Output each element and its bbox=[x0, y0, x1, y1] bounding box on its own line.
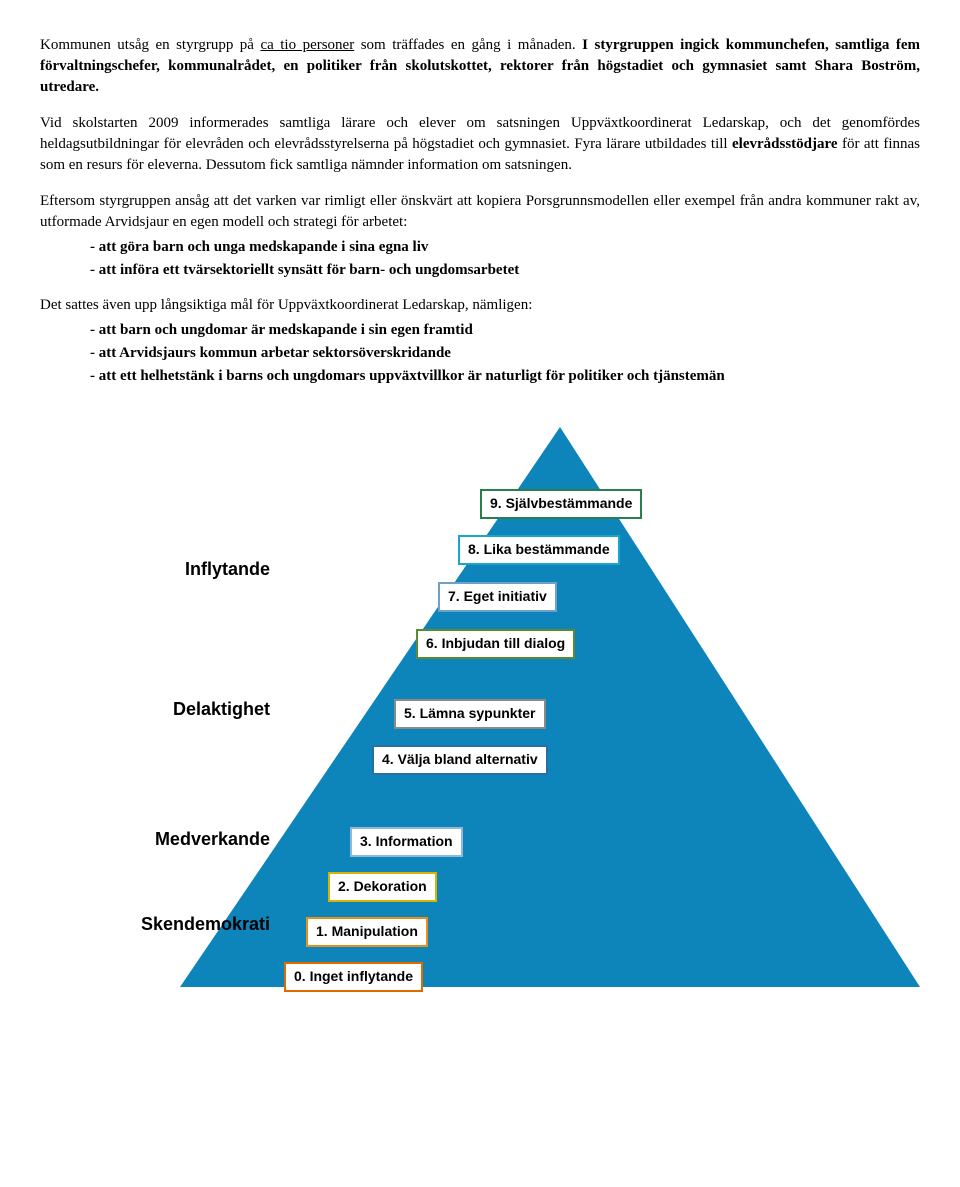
step-box-7: 2. Dekoration bbox=[328, 872, 437, 902]
p1b: ca tio personer bbox=[260, 37, 354, 53]
p4: Det sattes även upp långsiktiga mål för … bbox=[40, 297, 532, 313]
step-box-5: 4. Välja bland alternativ bbox=[372, 745, 548, 775]
category-label-0: Inflytande bbox=[40, 557, 270, 582]
step-box-6: 3. Information bbox=[350, 827, 463, 857]
step-box-0: 9. Självbestämmande bbox=[480, 489, 642, 519]
step-box-2: 7. Eget initiativ bbox=[438, 582, 557, 612]
paragraph-4: Det sattes även upp långsiktiga mål för … bbox=[40, 295, 920, 316]
step-box-1: 8. Lika bestämmande bbox=[458, 535, 620, 565]
paragraph-2: Vid skolstarten 2009 informerades samtli… bbox=[40, 113, 920, 176]
p4-l2: - att Arvidsjaurs kommun arbetar sektors… bbox=[90, 343, 920, 364]
p3-list: - att göra barn och unga medskapande i s… bbox=[40, 237, 920, 281]
p2b: elevrådsstödjare bbox=[732, 136, 838, 152]
paragraph-1: Kommunen utsåg en styrgrupp på ca tio pe… bbox=[40, 35, 920, 98]
p4-l3: - att ett helhetstänk i barns och ungdom… bbox=[90, 366, 920, 387]
category-label-3: Skendemokrati bbox=[40, 912, 270, 937]
p4-l1: - att barn och ungdomar är medskapande i… bbox=[90, 320, 920, 341]
p3-l1: - att göra barn och unga medskapande i s… bbox=[90, 237, 920, 258]
step-box-3: 6. Inbjudan till dialog bbox=[416, 629, 575, 659]
p3-l2: - att införa ett tvärsektoriellt synsätt… bbox=[90, 260, 920, 281]
p1c: som träffades en gång i månaden. bbox=[354, 37, 582, 53]
p3: Eftersom styrgruppen ansåg att det varke… bbox=[40, 193, 920, 230]
paragraph-3: Eftersom styrgruppen ansåg att det varke… bbox=[40, 191, 920, 233]
p4-list: - att barn och ungdomar är medskapande i… bbox=[40, 320, 920, 387]
p1a: Kommunen utsåg en styrgrupp på bbox=[40, 37, 260, 53]
step-box-4: 5. Lämna sypunkter bbox=[394, 699, 546, 729]
step-box-8: 1. Manipulation bbox=[306, 917, 428, 947]
step-box-9: 0. Inget inflytande bbox=[284, 962, 423, 992]
category-label-2: Medverkande bbox=[40, 827, 270, 852]
participation-ladder-diagram: Inflytande Delaktighet Medverkande Skendemo… bbox=[40, 427, 920, 987]
category-label-1: Delaktighet bbox=[40, 697, 270, 722]
